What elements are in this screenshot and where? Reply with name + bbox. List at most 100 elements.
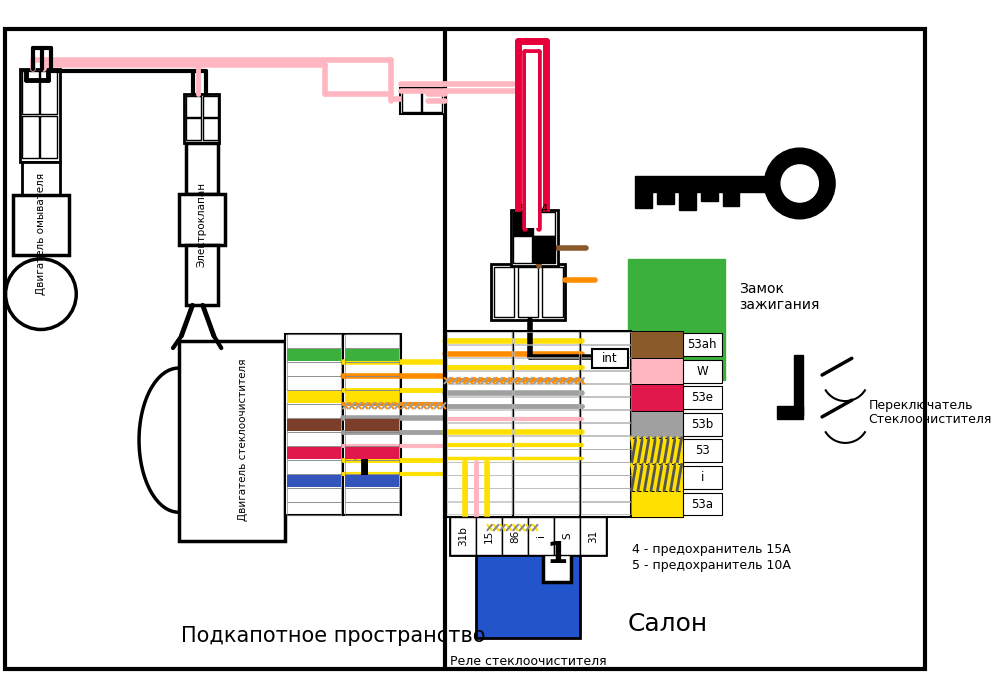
Bar bbox=[402, 89, 421, 112]
Bar bbox=[635, 176, 779, 192]
Bar bbox=[581, 463, 631, 475]
Bar bbox=[343, 334, 401, 515]
Bar bbox=[631, 332, 683, 358]
Bar bbox=[179, 194, 225, 245]
Bar bbox=[580, 332, 631, 517]
Bar bbox=[203, 119, 218, 140]
Bar bbox=[450, 517, 606, 554]
Bar bbox=[287, 447, 341, 459]
Bar bbox=[514, 332, 579, 344]
Bar bbox=[628, 259, 725, 380]
Bar bbox=[533, 237, 555, 262]
Bar bbox=[631, 332, 683, 517]
Bar bbox=[446, 332, 513, 517]
Bar bbox=[635, 192, 652, 207]
Bar bbox=[345, 447, 399, 459]
Text: 86: 86 bbox=[510, 529, 520, 542]
Text: зажигания: зажигания bbox=[739, 298, 820, 312]
Bar bbox=[631, 385, 683, 411]
Bar bbox=[345, 334, 399, 348]
Circle shape bbox=[6, 259, 76, 329]
Bar bbox=[631, 464, 683, 491]
Bar bbox=[345, 404, 399, 418]
Bar bbox=[287, 348, 341, 362]
Bar bbox=[345, 376, 399, 390]
Bar bbox=[631, 358, 683, 385]
Text: 5 - предохранитель 10А: 5 - предохранитель 10А bbox=[632, 559, 791, 572]
Bar bbox=[679, 192, 696, 210]
Bar bbox=[683, 359, 722, 383]
Bar bbox=[580, 517, 606, 554]
Text: 31b: 31b bbox=[458, 526, 468, 546]
Text: 53b: 53b bbox=[691, 418, 713, 431]
Bar bbox=[514, 463, 579, 475]
Bar bbox=[186, 245, 218, 305]
Bar bbox=[287, 349, 341, 361]
Text: 53e: 53e bbox=[691, 392, 713, 404]
Bar bbox=[450, 517, 476, 554]
Text: Салон: Салон bbox=[628, 612, 708, 637]
Bar bbox=[287, 432, 341, 446]
Bar bbox=[514, 397, 579, 410]
Bar bbox=[581, 475, 631, 488]
Bar bbox=[777, 406, 803, 419]
Bar bbox=[345, 474, 399, 488]
Bar bbox=[581, 358, 631, 371]
Text: 4: 4 bbox=[540, 204, 548, 214]
Bar bbox=[683, 493, 722, 515]
Bar bbox=[581, 436, 631, 449]
Bar bbox=[447, 463, 512, 475]
Text: Стеклоочистителя: Стеклоочистителя bbox=[869, 413, 992, 426]
Text: 1: 1 bbox=[349, 452, 376, 490]
Bar bbox=[657, 192, 674, 204]
Bar bbox=[345, 418, 399, 432]
Bar bbox=[518, 267, 538, 318]
Bar bbox=[581, 346, 631, 357]
Bar bbox=[345, 391, 399, 403]
Bar bbox=[345, 432, 399, 446]
Bar bbox=[513, 212, 532, 235]
Bar bbox=[422, 89, 442, 112]
Bar bbox=[683, 440, 722, 462]
Bar bbox=[287, 475, 341, 487]
Bar bbox=[502, 517, 528, 554]
Bar bbox=[581, 410, 631, 422]
Bar bbox=[287, 474, 341, 488]
Bar bbox=[345, 348, 399, 362]
Circle shape bbox=[764, 148, 835, 218]
Bar bbox=[476, 517, 502, 554]
Bar bbox=[514, 385, 579, 396]
Text: Электроклапан: Электроклапан bbox=[197, 181, 207, 267]
Bar bbox=[287, 334, 341, 348]
Bar bbox=[514, 410, 579, 422]
Bar bbox=[40, 116, 57, 158]
Bar bbox=[287, 419, 341, 431]
Bar bbox=[287, 488, 341, 501]
Text: Замок: Замок bbox=[739, 283, 784, 297]
Bar bbox=[287, 404, 341, 418]
Bar bbox=[287, 418, 341, 432]
Bar bbox=[179, 341, 285, 540]
Circle shape bbox=[781, 165, 818, 202]
Bar bbox=[22, 162, 60, 195]
Text: i: i bbox=[536, 535, 546, 537]
Text: Переключатель: Переключатель bbox=[869, 399, 973, 413]
Bar bbox=[526, 53, 538, 228]
Bar bbox=[513, 332, 580, 517]
Bar bbox=[514, 450, 579, 461]
Bar bbox=[581, 501, 631, 514]
Bar bbox=[581, 385, 631, 396]
Bar bbox=[447, 501, 512, 514]
Bar bbox=[476, 554, 580, 638]
Bar bbox=[514, 475, 579, 488]
Bar bbox=[345, 362, 399, 376]
Bar bbox=[581, 450, 631, 461]
Bar bbox=[511, 210, 558, 266]
Text: 53: 53 bbox=[695, 445, 709, 457]
Bar bbox=[447, 332, 512, 344]
Bar bbox=[581, 424, 631, 436]
Text: S: S bbox=[562, 533, 572, 540]
Bar bbox=[581, 489, 631, 500]
Bar bbox=[345, 419, 399, 431]
Bar bbox=[287, 390, 341, 404]
